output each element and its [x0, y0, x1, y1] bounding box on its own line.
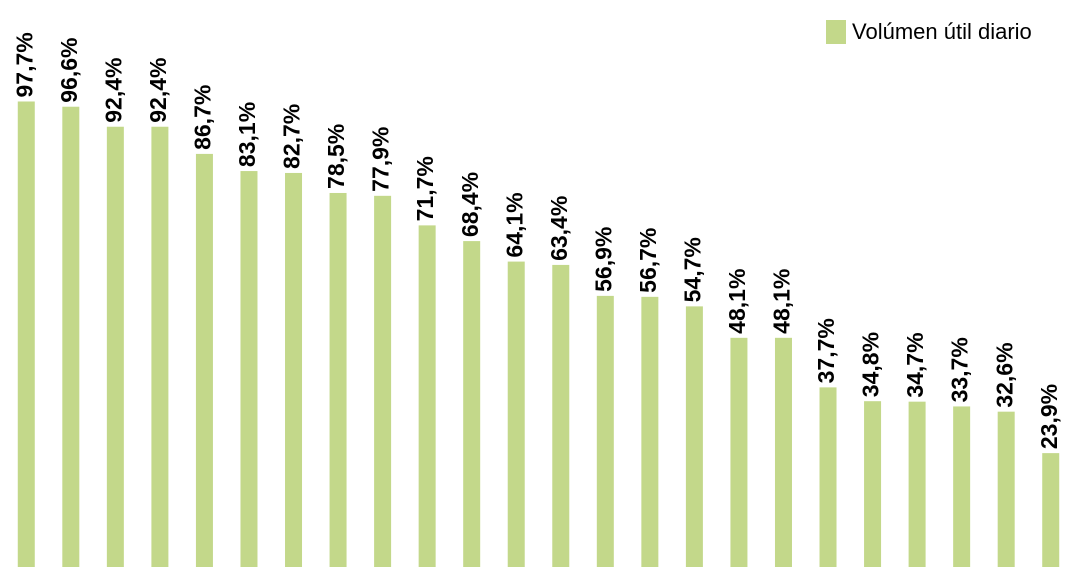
value-label: 54,7% — [679, 237, 705, 302]
bar — [641, 296, 659, 567]
value-label: 83,1% — [234, 102, 260, 167]
value-label: 56,9% — [590, 227, 616, 292]
value-label: 34,7% — [902, 332, 928, 397]
bar — [1042, 453, 1060, 567]
bar — [552, 264, 570, 567]
bar — [730, 337, 748, 567]
value-label: 96,6% — [56, 38, 82, 103]
value-label: 48,1% — [769, 269, 795, 334]
bar — [151, 126, 169, 567]
bar — [329, 192, 347, 567]
legend-swatch — [826, 20, 846, 44]
value-label: 32,6% — [991, 342, 1017, 407]
bar — [195, 153, 213, 567]
value-label: 63,4% — [546, 196, 572, 261]
value-label: 48,1% — [724, 269, 750, 334]
bar — [596, 295, 614, 567]
value-label: 64,1% — [501, 192, 527, 257]
value-label: 97,7% — [11, 32, 37, 97]
bar — [685, 306, 703, 567]
bar — [507, 261, 525, 567]
value-label: 34,8% — [858, 332, 884, 397]
value-label: 92,4% — [100, 58, 126, 123]
bar — [240, 171, 258, 567]
value-label: 56,7% — [635, 228, 661, 293]
bar — [953, 406, 971, 567]
bar — [908, 401, 926, 567]
value-label: 86,7% — [190, 85, 216, 150]
value-label: 23,9% — [1036, 384, 1062, 449]
bar — [17, 101, 35, 567]
bar — [285, 172, 303, 567]
value-label: 68,4% — [457, 172, 483, 237]
value-label: 78,5% — [323, 124, 349, 189]
value-label: 71,7% — [412, 156, 438, 221]
bar — [62, 106, 80, 567]
bar — [374, 195, 392, 567]
value-label: 37,7% — [813, 318, 839, 383]
bar — [463, 241, 481, 567]
legend-label: Volúmen útil diario — [852, 19, 1032, 44]
value-label: 92,4% — [145, 58, 171, 123]
bar — [997, 411, 1015, 567]
value-label: 33,7% — [947, 337, 973, 402]
bar — [418, 225, 436, 567]
bar — [774, 337, 792, 567]
value-label: 77,9% — [368, 127, 394, 192]
bar — [106, 126, 124, 567]
bar — [819, 387, 837, 567]
bar — [864, 401, 882, 567]
value-label: 82,7% — [279, 104, 305, 169]
